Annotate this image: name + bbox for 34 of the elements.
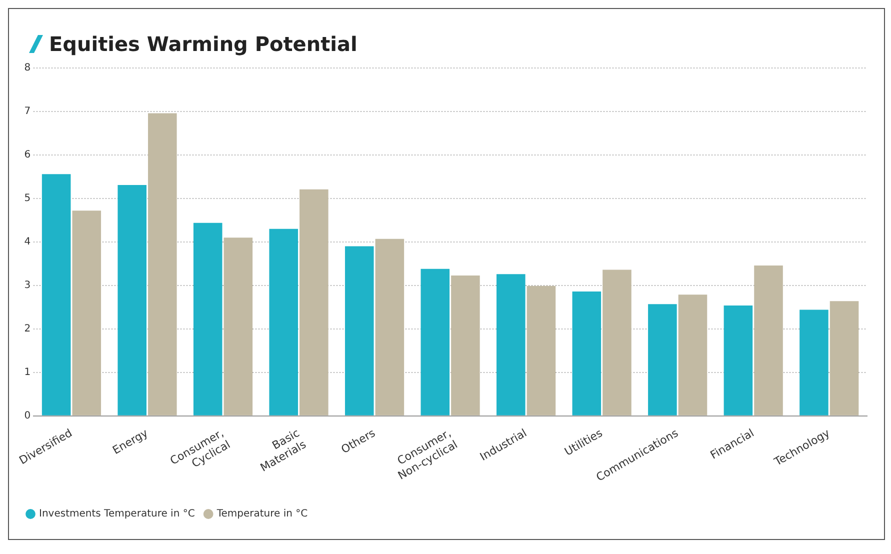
bar <box>344 246 374 416</box>
bar <box>724 305 753 416</box>
y-tick-label: 4 <box>24 236 31 248</box>
y-tick-label: 0 <box>24 410 31 422</box>
bar <box>420 268 450 416</box>
bar <box>496 274 526 416</box>
bar <box>830 301 859 416</box>
bar <box>118 184 146 416</box>
y-tick-label: 8 <box>24 62 31 74</box>
chart-title: Equities Warming Potential <box>49 32 358 56</box>
y-tick-label: 5 <box>24 193 31 204</box>
bar <box>193 222 222 416</box>
y-tick-label: 6 <box>24 150 31 161</box>
y-tick-label: 2 <box>24 324 31 335</box>
y-tick-label: 1 <box>24 367 31 378</box>
bar <box>224 238 253 416</box>
bar <box>526 286 556 416</box>
bar <box>572 292 602 416</box>
y-tick-label: 7 <box>24 106 31 118</box>
bar <box>269 228 298 416</box>
bar <box>148 113 177 416</box>
y-tick-label: 3 <box>24 280 31 292</box>
bar <box>300 189 328 416</box>
bar <box>42 174 71 416</box>
bar <box>375 238 404 416</box>
bar <box>678 294 708 416</box>
bar <box>602 270 632 416</box>
bar <box>451 275 480 416</box>
bar <box>72 210 102 416</box>
bar <box>648 304 677 416</box>
legend-label: Investments Temperature in °C <box>39 508 195 520</box>
bar <box>754 265 783 416</box>
legend-label: Temperature in °C <box>216 508 308 520</box>
bar <box>800 310 828 416</box>
